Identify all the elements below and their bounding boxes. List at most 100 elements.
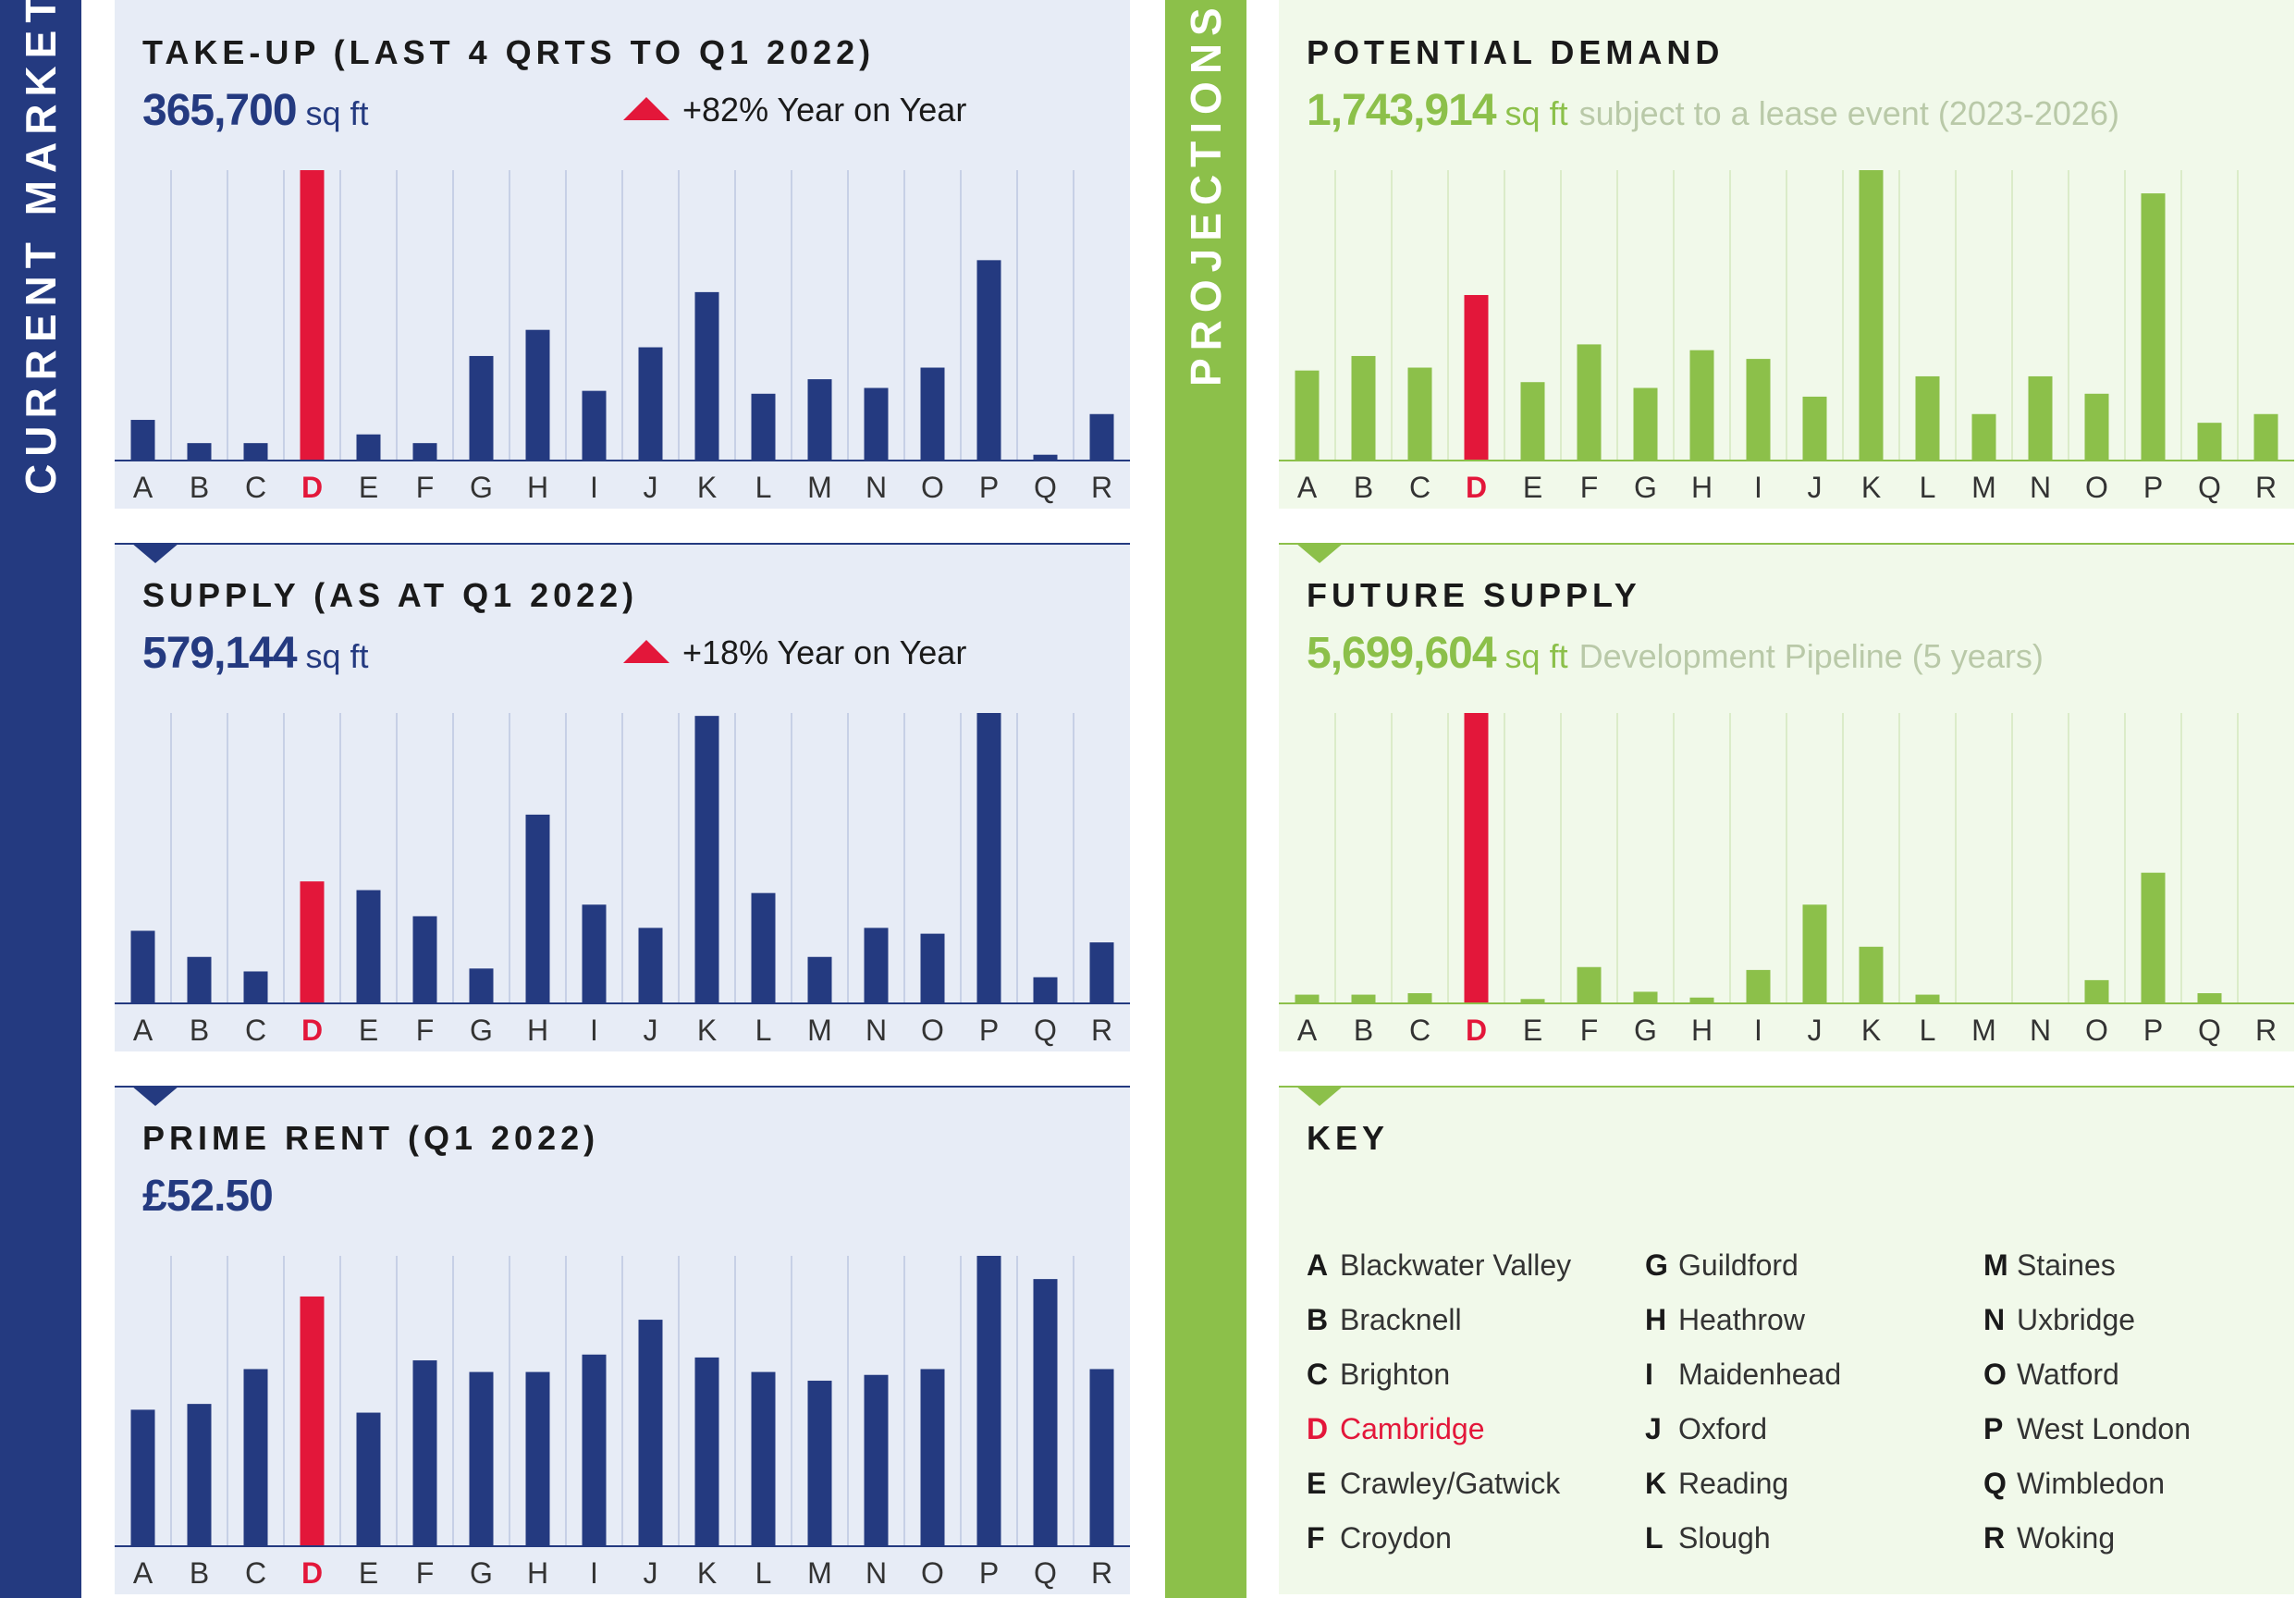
key-name: Oxford [1678,1412,1768,1445]
tick-label-d: D [1466,1014,1487,1047]
tick-label-d: D [301,1014,323,1047]
potential-demand-title: POTENTIAL DEMAND [1307,33,1725,71]
bar-e [1520,382,1545,461]
projections-label: PROJECTIONS [1182,0,1230,387]
tick-label-a: A [1297,471,1318,504]
key-letter: R [1983,1521,2006,1555]
tick-label-o: O [921,1014,944,1047]
bar-h [1689,350,1714,461]
bar-h [525,1371,550,1546]
bar-k [1859,170,1884,461]
key-item-p: P West London [1983,1412,2191,1446]
tick-label-j: J [1808,1014,1823,1047]
bar-i [1746,969,1771,1003]
current-market-band: CURRENT MARKET [0,0,81,1598]
key-letter: A [1307,1248,1329,1282]
tick-label-f: F [416,1556,435,1590]
tick-label-j: J [1808,471,1823,504]
bar-l [751,1371,776,1546]
tick-label-m: M [807,471,832,504]
bar-j [1802,396,1827,461]
supply-value: 579,144 sq ft [142,628,369,679]
tick-label-q: Q [2198,1014,2221,1047]
bar-q [1033,1279,1058,1546]
tick-label-e: E [359,471,378,504]
supply-title: SUPPLY (AS AT Q1 2022) [142,576,639,614]
tick-label-n: N [866,1556,887,1590]
future-supply-figure: 5,699,604 [1307,629,1497,678]
tick-label-p: P [979,1014,999,1047]
tick-label-h: H [1691,1014,1713,1047]
key-letter: I [1645,1358,1653,1391]
key-letter: J [1645,1412,1662,1445]
tick-label-h: H [527,1014,548,1047]
current-market-label: CURRENT MARKET [17,0,65,495]
bar-p [976,1256,1001,1546]
take-up-panel: TAKE-UP (LAST 4 QRTS TO Q1 2022) 365,700… [115,0,1130,509]
key-item-n: N Uxbridge [1983,1303,2135,1337]
up-triangle-icon [623,96,669,120]
tick-label-o: O [2085,471,2108,504]
tick-label-c: C [245,471,266,504]
bar-a [130,930,155,1003]
key-name: Watford [2017,1358,2119,1391]
bar-q [2197,423,2222,461]
future-supply-description: Development Pipeline (5 years) [1578,637,2044,675]
bar-n [864,1374,889,1546]
potential-demand-panel: POTENTIAL DEMAND 1,743,914 sq ft subject t… [1279,0,2294,509]
bar-l [1915,375,1940,461]
key-item-k: K Reading [1645,1467,1788,1501]
tick-label-r: R [1091,1014,1112,1047]
supply-bar-chart: A B C D E F G H I J K L M N O P Q R [115,713,1130,1047]
tick-label-c: C [245,1014,266,1047]
bar-d [300,170,325,461]
key-item-g: G Guildford [1645,1248,1799,1283]
key-item-a: A Blackwater Valley [1307,1248,1571,1283]
future-supply-title: FUTURE SUPPLY [1307,576,1641,614]
tick-label-j: J [644,1556,658,1590]
tick-label-r: R [2255,471,2277,504]
bar-i [1746,359,1771,461]
bar-a [130,420,155,461]
key-item-r: R Woking [1983,1521,2115,1555]
potential-demand-bar-chart: A B C D E F G H I J K L M N O P Q R [1279,170,2294,504]
tick-label-n: N [2030,1014,2051,1047]
key-item-i: I Maidenhead [1645,1358,1841,1392]
tick-label-c: C [1409,1014,1430,1047]
bar-o [920,367,945,461]
key-name: Crawley/Gatwick [1340,1467,1561,1500]
bar-f [1577,344,1602,461]
take-up-figure: 365,700 [142,86,298,135]
key-item-d: D Cambridge [1307,1412,1485,1446]
bar-g [469,968,494,1003]
bar-e [356,890,381,1003]
tick-label-h: H [527,1556,548,1590]
potential-demand-unit: sq ft [1504,94,1568,132]
bar-n [2028,375,2053,461]
take-up-value: 365,700 sq ft [142,85,369,136]
tick-label-f: F [1580,471,1599,504]
bar-g [1633,387,1658,461]
bar-c [243,1369,268,1546]
bar-n [864,928,889,1003]
tick-label-g: G [1634,471,1657,504]
key-letter: B [1307,1303,1329,1336]
tick-label-o: O [921,471,944,504]
supply-figure: 579,144 [142,629,298,678]
tick-label-f: F [1580,1014,1599,1047]
tick-label-q: Q [1034,1556,1057,1590]
bar-o [920,1369,945,1546]
bar-b [1351,355,1376,461]
panel-divider [1279,543,2294,545]
bar-o [2084,979,2109,1003]
take-up-change: +82% Year on Year [623,91,966,129]
tick-label-k: K [697,1556,717,1590]
bar-d [300,881,325,1003]
key-item-j: J Oxford [1645,1412,1767,1446]
tick-label-q: Q [2198,471,2221,504]
bar-r [1089,942,1114,1003]
tick-label-o: O [921,1556,944,1590]
potential-demand-description: subject to a lease event (2023-2026) [1578,94,2119,132]
tick-label-a: A [133,1556,153,1590]
bar-q [1033,977,1058,1003]
